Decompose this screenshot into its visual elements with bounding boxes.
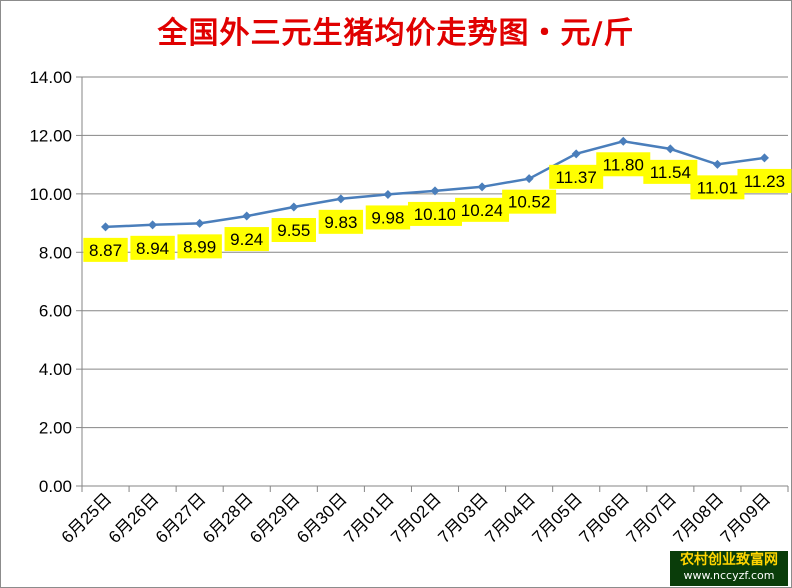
data-label-text: 10.10: [414, 205, 457, 224]
y-tick-label: 6.00: [39, 302, 72, 321]
watermark-logo: 农村创业致富网 www.nccyzf.com: [670, 551, 788, 586]
y-tick-labels: 0.00 2.00 4.00 6.00 8.00 10.00 12.00 14.00: [29, 68, 72, 496]
data-point: [759, 153, 769, 163]
data-point: [665, 144, 675, 154]
data-point: [618, 136, 628, 146]
y-tick-label: 0.00: [39, 477, 72, 496]
data-label: 8.99: [177, 234, 222, 259]
data-point: [195, 218, 205, 228]
data-label: 9.98: [365, 205, 411, 230]
data-label-text: 9.83: [324, 213, 357, 232]
data-label: 9.83: [318, 209, 364, 234]
data-label: 10.10: [408, 201, 462, 226]
x-tick-label: 6月29日: [246, 489, 304, 547]
y-tick-label: 8.00: [39, 243, 72, 262]
watermark-line2: www.nccyzf.com: [683, 569, 775, 582]
x-tick-label: 7月08日: [670, 489, 728, 547]
data-label-bg: [83, 237, 128, 262]
y-tick-label: 10.00: [29, 185, 72, 204]
x-tick-label: 7月01日: [340, 489, 398, 547]
x-tick-label: 6月28日: [199, 489, 257, 547]
x-tick-label: 7月07日: [623, 489, 681, 547]
x-tick-label: 6月30日: [293, 489, 351, 547]
data-label-bg: [549, 164, 604, 189]
data-point: [101, 222, 111, 232]
data-label: 11.37: [549, 164, 604, 189]
x-tick-label: 7月06日: [576, 489, 634, 547]
data-label-bg: [502, 189, 557, 214]
data-point: [383, 189, 393, 199]
data-label-text: 9.24: [230, 230, 263, 249]
x-tick-labels: 6月25日6月26日6月27日6月28日6月29日6月30日7月01日7月02日…: [58, 489, 774, 547]
data-label-text: 11.23: [744, 172, 785, 191]
data-label-bg: [408, 201, 462, 226]
x-tick-label: 7月05日: [528, 489, 586, 547]
data-label-bg: [271, 218, 316, 243]
x-tick-label: 6月26日: [105, 489, 163, 547]
data-point: [430, 186, 440, 196]
data-label: 11.80: [596, 152, 651, 177]
y-tick-label: 2.00: [39, 419, 72, 438]
gridlines: [82, 76, 788, 429]
data-label-text: 10.24: [461, 201, 504, 220]
data-label-bg: [690, 175, 745, 200]
data-label-text: 10.52: [508, 193, 551, 212]
x-tick-label: 6月25日: [58, 489, 116, 547]
data-label: 11.01: [690, 175, 745, 200]
data-label-bg: [130, 235, 175, 260]
y-tick-label: 14.00: [29, 68, 72, 87]
data-point: [289, 202, 299, 212]
y-tick-label: 12.00: [29, 126, 72, 145]
data-label-text: 9.98: [371, 208, 404, 227]
data-label: 8.94: [130, 235, 175, 260]
data-label-text: 8.94: [136, 239, 169, 258]
data-label-bg: [224, 227, 269, 252]
x-tick-label: 7月09日: [717, 489, 775, 547]
data-label-text: 8.99: [183, 237, 216, 256]
x-tick-label: 7月02日: [387, 489, 445, 547]
data-point: [712, 159, 722, 169]
x-tick-label: 6月27日: [152, 489, 210, 547]
data-point: [336, 194, 346, 204]
data-label-text: 9.55: [277, 221, 310, 240]
data-label: 9.24: [224, 227, 269, 252]
y-tick-label: 4.00: [39, 360, 72, 379]
data-point: [477, 182, 487, 192]
data-point: [524, 174, 534, 184]
data-label-text: 11.80: [603, 155, 644, 174]
data-label-text: 11.54: [650, 163, 691, 182]
data-label: 10.52: [502, 189, 557, 214]
data-point: [242, 211, 252, 221]
data-point: [148, 220, 158, 230]
data-label: 11.54: [643, 159, 698, 184]
data-label-text: 11.01: [697, 178, 738, 197]
data-label: 10.24: [455, 197, 510, 222]
data-label: 8.87: [83, 237, 128, 262]
data-label-bg: [365, 205, 411, 230]
series-markers: [101, 136, 769, 232]
data-label-bg: [596, 152, 651, 177]
watermark-line1: 农村创业致富网: [680, 552, 778, 568]
axes: [76, 76, 789, 492]
data-label: 9.55: [271, 218, 316, 243]
x-tick-label: 7月03日: [434, 489, 492, 547]
data-label-bg: [318, 209, 364, 234]
chart-title: 全国外三元生猪均价走势图・元/斤: [157, 16, 635, 51]
data-point: [571, 149, 581, 159]
data-label-bg: [643, 159, 698, 184]
x-tick-label: 7月04日: [481, 489, 539, 547]
data-label-text: 8.87: [89, 241, 122, 260]
data-label-bg: [737, 168, 792, 193]
data-label: 11.23: [737, 168, 792, 193]
data-labels: 8.87 8.94 8.99 9.24 9.55 9.83 9.98 10.10 10.24 10…: [83, 152, 792, 262]
data-label-text: 11.37: [556, 168, 597, 187]
data-label-bg: [455, 197, 510, 222]
data-label-bg: [177, 234, 222, 259]
